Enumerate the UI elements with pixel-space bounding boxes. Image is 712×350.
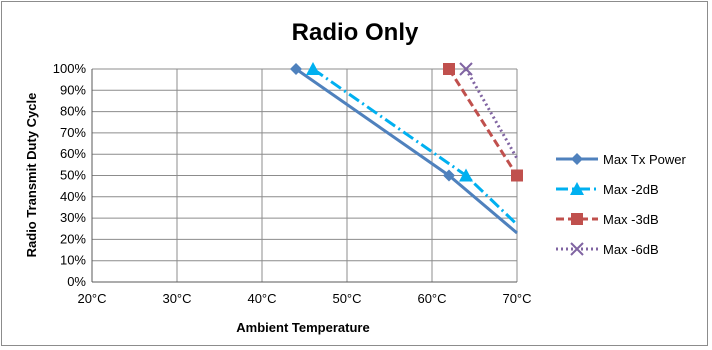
y-tick-label: 40%	[60, 189, 86, 204]
legend-label: Max -6dB	[603, 242, 659, 257]
legend-item-max-tx-power: Max Tx Power	[556, 152, 687, 167]
x-tick-label: 70°C	[502, 291, 531, 306]
y-tick-label: 10%	[60, 253, 86, 268]
y-tick-label: 20%	[60, 231, 86, 246]
x-axis-title: Ambient Temperature	[236, 320, 369, 335]
legend-label: Max Tx Power	[603, 152, 687, 167]
x-tick-label: 20°C	[77, 291, 106, 306]
series-group	[290, 62, 523, 235]
data-point-max-tx-power	[443, 169, 455, 182]
x-tick-label: 60°C	[417, 291, 446, 306]
y-axis-title: Radio Transmit Duty Cycle	[24, 93, 39, 258]
y-tick-label: 80%	[60, 104, 86, 119]
chart-title: Radio Only	[292, 19, 419, 46]
x-marker-stroke	[570, 242, 584, 256]
legend-marker	[570, 182, 584, 195]
chart-frame	[1, 1, 708, 346]
legend-marker	[571, 213, 583, 225]
series-line-max-3db	[447, 68, 519, 177]
x-tick-label: 40°C	[247, 291, 276, 306]
axes	[91, 69, 517, 283]
data-point-max-2db	[306, 62, 320, 75]
series-line-max-6db	[464, 68, 519, 160]
data-point-max-6db	[459, 62, 473, 76]
x-tick-label: 50°C	[332, 291, 361, 306]
x-marker-stroke	[459, 62, 473, 76]
legend-item-max-3db: Max -3dB	[556, 212, 659, 227]
legend-marker	[571, 153, 583, 165]
y-tick-label: 50%	[60, 168, 86, 183]
legend-label: Max -3dB	[603, 212, 659, 227]
x-tick-label: 30°C	[162, 291, 191, 306]
legend-label: Max -2dB	[603, 182, 659, 197]
y-tick-label: 0%	[67, 274, 86, 289]
legend-item-max-2db: Max -2dB	[556, 182, 659, 197]
data-point-max-2db	[459, 168, 473, 182]
y-tick-label: 90%	[60, 82, 86, 97]
legend-item-max-6db: Max -6dB	[556, 242, 659, 257]
y-tick-label: 30%	[60, 210, 86, 225]
y-tick-label: 100%	[53, 61, 87, 76]
data-point-max-tx-power	[290, 63, 302, 75]
series-line-max-tx-power	[295, 67, 518, 235]
legend: Max Tx Power Max -2dB Max -3dB Max -6dB	[556, 152, 687, 257]
y-tick-label: 70%	[60, 125, 86, 140]
data-point-max-3db	[511, 169, 523, 182]
series-line-max-2db	[312, 67, 519, 226]
tick-labels: 0% 10% 20% 30% 40% 50% 60% 70% 80% 90% 100% 20°C 30°…	[53, 61, 532, 306]
legend-marker	[570, 242, 584, 256]
y-tick-label: 60%	[60, 146, 86, 161]
data-point-max-3db	[443, 63, 455, 75]
